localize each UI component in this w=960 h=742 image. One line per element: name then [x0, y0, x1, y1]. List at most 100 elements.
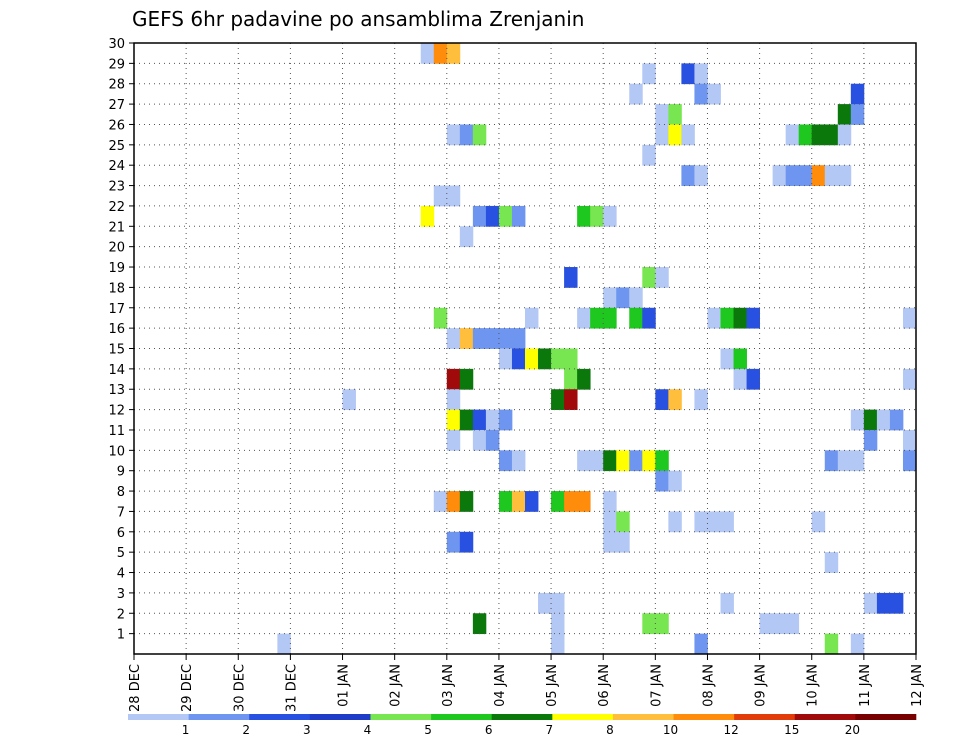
colorbar-swatch [188, 714, 250, 720]
colorbar-legend: 1 2 3 4 5 6 7 8 10 12 15 20 [128, 714, 917, 737]
heat-cell [459, 531, 474, 553]
heat-cell [498, 328, 513, 349]
heat-cell [655, 267, 669, 288]
heat-cell [642, 267, 656, 288]
heat-cell [420, 205, 435, 227]
heat-cell [511, 491, 526, 512]
y-tick-label: 9 [117, 465, 125, 480]
heat-cell [472, 124, 487, 146]
heat-cell [902, 429, 917, 451]
heat-cell [837, 124, 852, 146]
heat-cell [485, 429, 500, 451]
heat-cell [603, 511, 617, 533]
colorbar-label: 20 [845, 723, 860, 737]
heat-cell [590, 450, 604, 472]
heat-cell [564, 389, 578, 410]
heat-cell [707, 511, 721, 533]
heat-cell [551, 389, 565, 410]
heat-cell [446, 43, 461, 64]
y-tick-label: 30 [108, 37, 125, 52]
x-tick-label: 10 JAN [806, 664, 821, 707]
heat-cell [577, 307, 591, 329]
heat-cell [707, 83, 721, 105]
heat-cell [498, 450, 513, 472]
heat-cell [551, 348, 565, 370]
y-tick-label: 18 [108, 281, 125, 296]
heat-cell [902, 450, 917, 472]
x-tick-label: 28 DEC [128, 664, 143, 712]
y-tick-label: 22 [108, 200, 125, 215]
heat-cell [459, 491, 474, 512]
colorbar-label: 8 [606, 723, 614, 737]
heat-cell [446, 368, 461, 390]
colorbar-swatch [370, 714, 432, 720]
x-tick-label: 06 JAN [597, 664, 612, 707]
y-tick-label: 24 [108, 159, 125, 174]
heat-cell [629, 287, 643, 309]
heat-cell [642, 307, 656, 329]
x-tick-label: 07 JAN [649, 664, 664, 707]
heat-cell [837, 450, 852, 472]
heat-cell [459, 124, 474, 146]
colorbar-swatch [491, 714, 553, 720]
y-tick-label: 12 [108, 404, 125, 419]
heat-cell [472, 205, 487, 227]
heat-cell [720, 307, 734, 329]
heat-cell [733, 368, 747, 390]
heat-cell [511, 348, 526, 370]
heat-cell [642, 144, 656, 166]
heat-cell [733, 348, 747, 370]
colorbar-swatch [249, 714, 311, 720]
y-tick-label: 7 [117, 505, 125, 520]
heat-cell [824, 450, 839, 472]
y-tick-label: 14 [108, 363, 125, 378]
grid-lines [134, 43, 916, 654]
colorbar-label: 10 [663, 723, 678, 737]
heat-cell [525, 348, 539, 370]
heat-cell [498, 409, 513, 431]
heat-cell [472, 409, 487, 431]
colorbar-label: 3 [303, 723, 311, 737]
heat-cell [498, 348, 513, 370]
heat-cell [746, 307, 760, 329]
heat-cell [551, 613, 565, 635]
heat-cell [863, 409, 878, 431]
heat-cell [511, 450, 526, 472]
heat-cell [629, 307, 643, 329]
heat-cell [759, 613, 774, 635]
colorbar-swatch [309, 714, 371, 720]
heat-cell [629, 450, 643, 472]
colorbar-label: 2 [242, 723, 250, 737]
heat-cell [837, 165, 852, 186]
x-tick-label: 04 JAN [493, 664, 508, 707]
heat-cell [472, 429, 487, 451]
heat-cell [655, 470, 669, 492]
heat-cell [668, 511, 682, 533]
heat-cell [577, 205, 591, 227]
heat-cell [772, 165, 787, 186]
colorbar-swatch [431, 714, 492, 720]
heat-cell [459, 328, 474, 349]
heat-cell [694, 83, 708, 105]
heat-cell [902, 307, 917, 329]
heat-cell [420, 43, 435, 64]
heat-cell [668, 104, 682, 125]
heat-cell [746, 368, 760, 390]
heat-cell [616, 511, 630, 533]
x-axis: 28 DEC 29 DEC 30 DEC 31 DEC 01 JAN 02 JAN 03 J… [128, 654, 925, 712]
heat-cell [538, 592, 552, 614]
y-tick-label: 25 [108, 139, 125, 154]
heat-cell [681, 63, 695, 85]
heat-cell [720, 592, 734, 614]
heat-cell [564, 491, 578, 512]
y-tick-label: 4 [117, 567, 125, 582]
heat-cell [694, 633, 708, 655]
heat-cell [694, 165, 708, 186]
heat-cell [655, 389, 669, 410]
heat-cell [642, 450, 656, 472]
x-tick-label: 31 DEC [284, 664, 299, 712]
heat-cell [590, 205, 604, 227]
heat-cell [876, 409, 891, 431]
heat-cell [850, 450, 865, 472]
heat-cell [446, 429, 461, 451]
